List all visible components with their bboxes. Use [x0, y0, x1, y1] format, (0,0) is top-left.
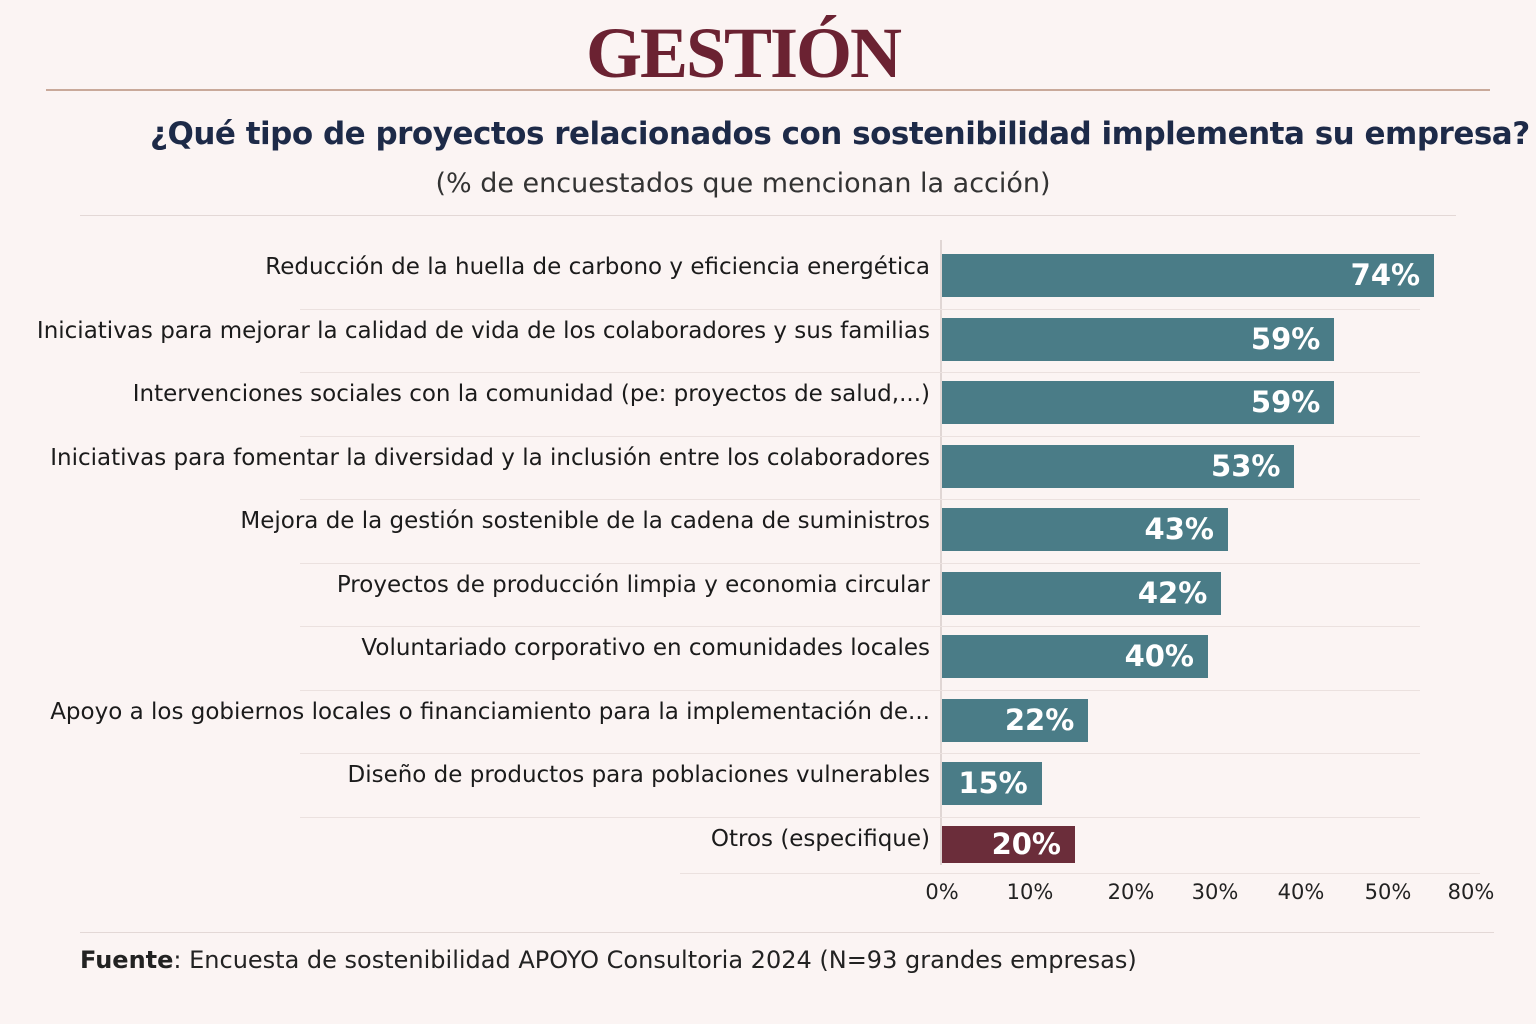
gestion-logo: GESTIÓN: [585, 13, 902, 93]
category-label: Diseño de productos para poblaciones vul…: [347, 762, 930, 788]
x-tick-label: 20%: [1107, 880, 1155, 904]
bar: 59%: [942, 317, 1335, 361]
x-tick-label: 80%: [1447, 880, 1495, 904]
bar-value-label: 59%: [1250, 321, 1321, 356]
chart-subtitle: (% de encuestados que mencionan la acció…: [0, 168, 1486, 199]
category-label: Otros (especifique): [710, 825, 930, 852]
x-tick-label: 40%: [1277, 880, 1325, 904]
bar-value-label: 53%: [1211, 448, 1281, 483]
bar: 20%: [942, 825, 1075, 863]
bar-value-label: 40%: [1124, 639, 1194, 673]
x-tick-label: 0%: [925, 880, 959, 904]
chart-title: ¿Qué tipo de proyectos relacionados con …: [150, 116, 1530, 152]
source-label: Fuente: [80, 946, 174, 974]
bar: 15%: [942, 762, 1042, 805]
y-axis-line: [940, 240, 942, 865]
bar: 43%: [942, 508, 1228, 551]
row-separator: [300, 499, 1420, 500]
category-label: Reducción de la huella de carbono y efic…: [265, 254, 930, 280]
row-separator: [300, 435, 1420, 437]
source-text: : Encuesta de sostenibilidad APOYO Consu…: [173, 946, 1137, 974]
category-label: Apoyo a los gobiernos locales o financia…: [50, 698, 930, 725]
row-separator: [300, 626, 1420, 627]
row-separator: [300, 372, 1420, 373]
chart-subtitle-text: (% de encuestados que mencionan la acció…: [435, 168, 1051, 199]
x-tick-label: 30%: [1191, 880, 1239, 904]
bar: 59%: [942, 381, 1335, 424]
bar-value-label: 20%: [991, 826, 1061, 861]
row-separator: [300, 689, 1420, 691]
category-label: Proyectos de producción limpia y economi…: [336, 571, 930, 598]
bar-value-label: 74%: [1350, 258, 1421, 292]
bar: 42%: [942, 571, 1222, 615]
x-tick-label: 10%: [1006, 880, 1054, 904]
x-axis-line: [680, 873, 1480, 874]
bar-value-label: 59%: [1250, 385, 1321, 419]
bar: 74%: [942, 254, 1435, 297]
header-divider: [46, 89, 1490, 91]
bar-value-label: 42%: [1137, 575, 1208, 610]
footer-divider: [80, 932, 1494, 933]
category-label: Mejora de la gestión sostenible de la ca…: [240, 508, 930, 534]
bar: 22%: [942, 698, 1089, 742]
category-label: Iniciativas para mejorar la calidad de v…: [36, 317, 930, 344]
bar-value-label: 15%: [958, 766, 1028, 800]
title-divider: [80, 215, 1456, 216]
bar-value-label: 22%: [1004, 702, 1075, 737]
category-label: Iniciativas para fomentar la diversidad …: [50, 444, 930, 471]
bar: 40%: [942, 635, 1208, 678]
row-separator: [300, 308, 1420, 310]
bar: 53%: [942, 444, 1295, 488]
source-note: Fuente: Encuesta de sostenibilidad APOYO…: [80, 946, 1137, 974]
row-separator: [300, 753, 1420, 754]
bar-value-label: 43%: [1144, 512, 1214, 546]
row-separator: [300, 562, 1420, 564]
category-label: Intervenciones sociales con la comunidad…: [132, 381, 930, 407]
category-label: Voluntariado corporativo en comunidades …: [361, 635, 930, 661]
x-tick-label: 50%: [1364, 880, 1412, 904]
row-separator: [300, 816, 1420, 818]
